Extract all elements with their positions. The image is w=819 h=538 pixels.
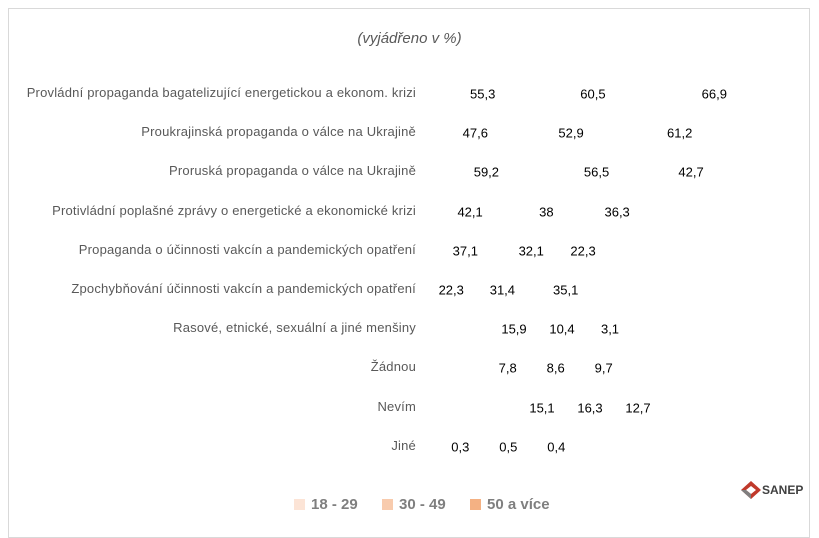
category-label: Rasové, etnické, sexuální a jiné menšiny (173, 320, 416, 336)
category-label: Propaganda o účinnosti vakcín a pandemic… (78, 241, 416, 257)
data-label: 52,9 (558, 125, 584, 141)
category-label: Zpochybňování účinnosti vakcín a pandemi… (71, 281, 416, 296)
data-label: 3,1 (600, 321, 620, 337)
data-label: 61,2 (667, 125, 693, 141)
data-label: 42,7 (678, 164, 704, 180)
category-label: Nevím (377, 398, 416, 414)
category-label: Žádnou (370, 359, 416, 375)
category-label-box: Žádnou (11, 358, 416, 376)
category-label-box: Zpochybňování účinnosti vakcín a pandemi… (11, 280, 416, 298)
data-label: 38 (539, 204, 554, 220)
data-label: 0,5 (499, 439, 518, 455)
data-label: 16,3 (577, 400, 603, 416)
data-label: 32,1 (518, 243, 544, 259)
data-label: 56,5 (583, 164, 610, 180)
data-label: 8,6 (546, 360, 565, 376)
chart-subtitle: (vyjádřeno v %) (357, 30, 462, 47)
data-label: 7,8 (498, 360, 517, 376)
logo-text: SANEP (762, 483, 804, 497)
data-label: 42,1 (457, 204, 483, 220)
logo: SANEP (740, 480, 803, 500)
legend-label: 18 - 29 (311, 496, 358, 513)
data-label: 10,4 (549, 321, 575, 337)
category-label: Protivládní poplašné zprávy o energetick… (52, 202, 416, 218)
data-label: 59,2 (473, 164, 500, 180)
legend-swatch (382, 499, 393, 510)
category-label-box: Jiné (11, 437, 416, 455)
category-label-box: Proruská propaganda o válce na Ukrajině (11, 162, 416, 180)
category-label-box: Nevím (11, 398, 416, 416)
data-label: 47,6 (462, 125, 488, 141)
category-label-box: Propaganda o účinnosti vakcín a pandemic… (11, 241, 416, 259)
data-label: 37,1 (452, 243, 478, 259)
legend-item: 18 - 29 (294, 496, 358, 513)
data-label: 12,7 (625, 400, 651, 416)
legend-swatch (294, 499, 305, 510)
legend-label: 50 a více (487, 496, 550, 513)
category-label: Provládní propaganda bagatelizující ener… (26, 85, 416, 100)
category-label: Proruská propaganda o válce na Ukrajině (169, 163, 416, 179)
data-label: 15,9 (501, 321, 527, 337)
logo-icon (741, 481, 761, 499)
data-label: 0,4 (547, 439, 566, 455)
data-label: 15,1 (529, 400, 555, 416)
legend-label: 30 - 49 (399, 496, 446, 513)
category-label: Jiné (391, 437, 416, 453)
category-label-box: Protivládní poplašné zprávy o energetick… (11, 202, 416, 220)
data-label: 9,7 (594, 360, 613, 376)
category-label-box: Provládní propaganda bagatelizující ener… (11, 84, 416, 102)
category-label-box: Rasové, etnické, sexuální a jiné menšiny (11, 319, 416, 337)
legend-item: 30 - 49 (382, 496, 446, 513)
data-label: 35,1 (553, 282, 579, 298)
data-label: 22,3 (438, 282, 464, 298)
chart: (vyjádřeno v %) SANEP Provládní propagan… (8, 8, 810, 538)
data-label: 31,4 (489, 282, 516, 298)
legend-swatch (470, 499, 481, 510)
data-label: 36,3 (604, 204, 630, 220)
category-label: Proukrajinská propaganda o válce na Ukra… (141, 124, 416, 140)
data-label: 22,3 (570, 243, 596, 259)
category-label-box: Proukrajinská propaganda o válce na Ukra… (11, 123, 416, 141)
data-label: 60,5 (580, 86, 606, 102)
data-label: 55,3 (470, 86, 496, 102)
data-label: 66,9 (701, 86, 727, 102)
data-label: 0,3 (451, 439, 470, 455)
legend-item: 50 a více (470, 496, 550, 513)
